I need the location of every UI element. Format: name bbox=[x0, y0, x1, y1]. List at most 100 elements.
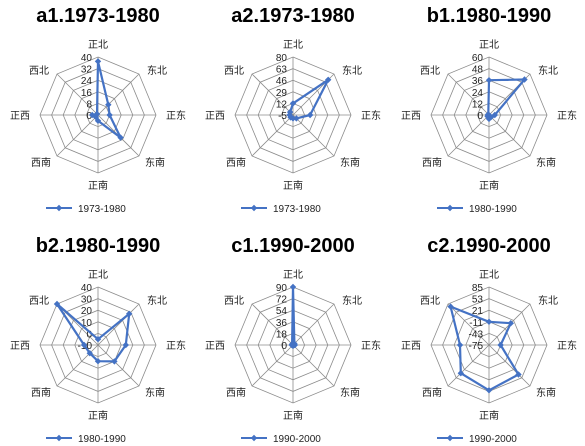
panel-title: c1.1990-2000 bbox=[231, 235, 354, 257]
axis-label: 西北 bbox=[224, 65, 244, 77]
r-tick-label: 85 bbox=[472, 283, 484, 294]
panel-title: c2.1990-2000 bbox=[427, 235, 550, 257]
axis-label: 西北 bbox=[420, 295, 440, 307]
r-tick-label: 40 bbox=[81, 53, 93, 64]
axis-label: 正北 bbox=[283, 269, 303, 281]
data-point-marker bbox=[287, 114, 294, 121]
data-point-marker bbox=[105, 101, 112, 108]
grid-spoke bbox=[292, 344, 335, 387]
r-tick-label: 32 bbox=[81, 65, 93, 76]
axis-label: 西北 bbox=[29, 295, 49, 307]
data-point-marker bbox=[293, 115, 300, 122]
grid-spoke bbox=[292, 303, 335, 346]
panel-title: a1.1973-1980 bbox=[36, 5, 159, 27]
r-tick-label: 36 bbox=[472, 76, 484, 87]
data-point-marker bbox=[111, 358, 118, 365]
r-tick-label: 18 bbox=[276, 329, 288, 340]
legend-label: 1990-2000 bbox=[273, 434, 321, 445]
r-tick-label: -43 bbox=[469, 329, 484, 340]
legend-label: 1980-1990 bbox=[78, 434, 126, 445]
data-point-marker bbox=[117, 134, 124, 141]
panel-title: a2.1973-1980 bbox=[231, 5, 354, 27]
r-tick-label: 46 bbox=[276, 76, 288, 87]
radar-panel-4: b2.1980-1990正北东北正东东南正南西南正西西北403020100-10… bbox=[10, 235, 186, 445]
axis-label: 正南 bbox=[88, 179, 108, 192]
r-tick-label: 0 bbox=[86, 329, 92, 340]
grid-spoke bbox=[251, 114, 294, 157]
data-point-marker bbox=[457, 370, 464, 377]
legend-marker bbox=[446, 434, 454, 442]
data-point-marker bbox=[94, 58, 102, 65]
data-point-marker bbox=[94, 117, 102, 124]
data-point-marker bbox=[80, 341, 88, 349]
legend-label: 1990-2000 bbox=[469, 434, 517, 445]
data-point-marker bbox=[289, 115, 297, 122]
data-point-marker bbox=[485, 77, 493, 84]
axis-label: 正北 bbox=[479, 39, 499, 51]
data-point-marker bbox=[485, 115, 493, 123]
data-point-marker bbox=[456, 341, 464, 349]
axis-label: 正南 bbox=[479, 409, 499, 422]
data-point-marker bbox=[325, 76, 332, 83]
grid-spoke bbox=[97, 73, 140, 116]
data-point-marker bbox=[447, 303, 454, 310]
legend-marker bbox=[250, 204, 258, 212]
grid-spoke bbox=[488, 114, 531, 157]
grid-spoke bbox=[488, 344, 531, 387]
grid-spoke bbox=[447, 344, 490, 387]
r-tick-label: -5 bbox=[278, 111, 287, 122]
legend-label: 1973-1980 bbox=[273, 204, 321, 215]
axis-label: 西南 bbox=[31, 156, 51, 169]
axis-label: 西北 bbox=[224, 295, 244, 307]
axis-label: 正北 bbox=[88, 39, 108, 51]
data-point-marker bbox=[53, 300, 61, 308]
data-point-marker bbox=[126, 310, 133, 317]
axis-label: 东北 bbox=[538, 294, 558, 307]
data-point-marker bbox=[289, 283, 297, 291]
data-point-marker bbox=[507, 320, 514, 327]
axis-label: 正南 bbox=[283, 409, 303, 422]
data-point-marker bbox=[515, 371, 522, 378]
axis-label: 西南 bbox=[31, 386, 51, 399]
r-tick-label: 48 bbox=[472, 65, 484, 76]
axis-label: 正北 bbox=[283, 39, 303, 51]
series-line bbox=[290, 286, 296, 347]
grid-spoke bbox=[447, 114, 490, 157]
data-point-marker bbox=[86, 350, 93, 357]
axis-label: 正东 bbox=[166, 109, 186, 122]
data-point-marker bbox=[286, 108, 294, 116]
axis-label: 正东 bbox=[557, 339, 577, 352]
axis-label: 东北 bbox=[538, 64, 558, 77]
axis-label: 正西 bbox=[10, 111, 30, 122]
axis-label: 正西 bbox=[401, 341, 421, 352]
legend-marker bbox=[55, 434, 63, 442]
r-tick-label: 63 bbox=[276, 65, 288, 76]
data-point-marker bbox=[122, 341, 129, 349]
axis-label: 正东 bbox=[361, 109, 381, 122]
axis-label: 西南 bbox=[422, 386, 442, 399]
legend-label: 1973-1980 bbox=[78, 204, 126, 215]
data-point-marker bbox=[89, 111, 96, 119]
r-tick-label: 12 bbox=[472, 99, 484, 110]
data-point-marker bbox=[93, 110, 101, 118]
axis-label: 西南 bbox=[226, 386, 246, 399]
r-tick-label: 30 bbox=[81, 295, 93, 306]
r-tick-label: 29 bbox=[276, 88, 288, 99]
data-point-marker bbox=[94, 336, 102, 343]
grid-spoke bbox=[97, 303, 140, 346]
panel-title: b1.1980-1990 bbox=[427, 5, 552, 27]
axis-label: 正西 bbox=[205, 341, 225, 352]
data-point-marker bbox=[485, 318, 493, 325]
r-tick-label: -75 bbox=[469, 341, 484, 352]
r-tick-label: 12 bbox=[276, 99, 288, 110]
axis-label: 东南 bbox=[340, 386, 360, 399]
axis-label: 东北 bbox=[342, 294, 362, 307]
legend-marker bbox=[55, 204, 63, 212]
axis-label: 正东 bbox=[361, 339, 381, 352]
r-tick-label: 0 bbox=[477, 111, 483, 122]
data-point-marker bbox=[485, 387, 493, 394]
